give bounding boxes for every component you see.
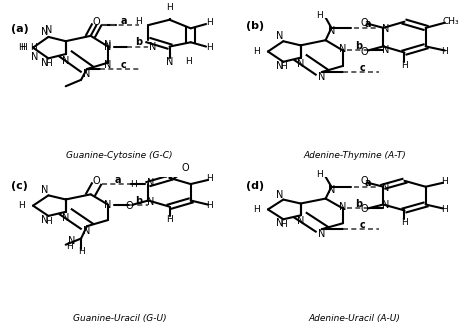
Text: N: N [45, 25, 52, 36]
Text: H: H [78, 247, 84, 257]
Text: O: O [92, 176, 100, 186]
Text: Adenine-Thymine (A-T): Adenine-Thymine (A-T) [303, 151, 406, 160]
Text: N: N [276, 31, 283, 41]
Text: H: H [441, 205, 448, 214]
Text: H: H [185, 57, 192, 66]
Text: N: N [382, 46, 389, 55]
Text: O: O [181, 163, 189, 172]
Text: N: N [148, 41, 156, 52]
Text: N: N [166, 57, 173, 67]
Text: H: H [30, 43, 36, 52]
Text: N: N [41, 185, 48, 195]
Text: (d): (d) [246, 181, 264, 191]
Text: N: N [382, 183, 389, 193]
Text: N: N [318, 72, 326, 82]
Text: c: c [120, 60, 126, 70]
Text: O: O [360, 176, 368, 186]
Text: H: H [317, 11, 323, 20]
Text: H: H [45, 59, 52, 68]
Text: O: O [360, 204, 368, 215]
Text: Adenine-Uracil (A-U): Adenine-Uracil (A-U) [309, 314, 401, 323]
Text: H: H [18, 43, 25, 52]
Text: N: N [104, 60, 112, 70]
Text: H: H [254, 47, 260, 56]
Text: H: H [401, 218, 408, 227]
Text: Guanine-Cytosine (G-C): Guanine-Cytosine (G-C) [66, 151, 173, 160]
Text: (a): (a) [11, 24, 29, 34]
Text: H: H [207, 43, 213, 52]
Text: N: N [104, 200, 112, 210]
Text: H: H [18, 201, 25, 210]
Text: c: c [359, 220, 365, 230]
Text: b: b [135, 37, 142, 47]
Text: N: N [339, 44, 346, 54]
Text: CH₃: CH₃ [442, 17, 459, 26]
Text: N: N [382, 24, 389, 34]
Text: H: H [136, 17, 142, 26]
Text: a: a [365, 19, 371, 29]
Text: N: N [318, 229, 326, 239]
Text: N: N [328, 26, 335, 36]
Text: a: a [114, 175, 121, 185]
Text: O: O [360, 18, 368, 28]
Text: H: H [166, 4, 173, 12]
Text: N: N [276, 190, 283, 200]
Text: b: b [355, 200, 362, 210]
Text: N: N [146, 197, 154, 207]
Text: H: H [441, 47, 448, 56]
Text: H: H [207, 201, 213, 210]
Text: H: H [254, 205, 260, 214]
Text: N: N [104, 40, 112, 51]
Text: H: H [166, 215, 173, 224]
Text: b: b [355, 41, 362, 52]
Text: a: a [365, 178, 371, 188]
Text: N: N [41, 58, 48, 68]
Text: N: N [41, 215, 48, 225]
Text: N: N [339, 202, 346, 213]
Text: N: N [276, 61, 283, 71]
Text: N: N [62, 55, 69, 66]
Text: N: N [62, 213, 69, 223]
Text: H: H [441, 177, 448, 186]
Text: N: N [83, 69, 91, 80]
Text: H: H [66, 242, 73, 251]
Text: N: N [297, 59, 304, 69]
Text: H: H [317, 170, 323, 179]
Text: N: N [68, 236, 75, 245]
Text: H: H [207, 174, 213, 184]
Text: (b): (b) [246, 21, 264, 31]
Text: H: H [45, 216, 52, 226]
Text: N: N [297, 216, 304, 226]
Text: (c): (c) [11, 181, 28, 191]
Text: N: N [104, 41, 112, 52]
Text: H: H [207, 19, 213, 27]
Text: N: N [382, 200, 389, 211]
Text: N: N [31, 52, 38, 62]
Text: H: H [401, 61, 408, 70]
Text: N: N [276, 218, 283, 228]
Text: O: O [125, 200, 133, 211]
Text: O: O [360, 47, 368, 56]
Text: N: N [41, 26, 48, 37]
Text: N: N [328, 185, 335, 195]
Text: H: H [280, 220, 287, 229]
Text: N: N [83, 226, 91, 236]
Text: Guanine-Uracil (G-U): Guanine-Uracil (G-U) [73, 314, 166, 323]
Text: b: b [135, 196, 142, 205]
Text: H: H [129, 180, 137, 188]
Text: O: O [92, 17, 100, 27]
Text: a: a [120, 16, 127, 26]
Text: H: H [280, 63, 287, 71]
Text: c: c [359, 63, 365, 73]
Text: N: N [146, 178, 154, 188]
Text: H: H [20, 43, 27, 52]
